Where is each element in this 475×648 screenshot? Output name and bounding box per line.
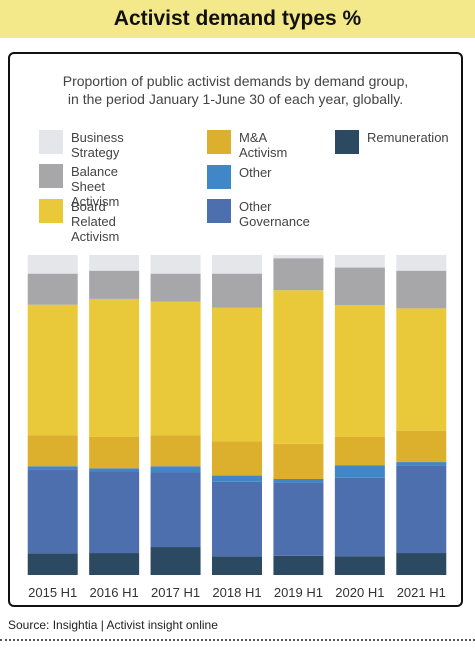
bar-segment-business-strategy-2021-h1 bbox=[396, 255, 447, 271]
bar-segment-business-strategy-2015-h1 bbox=[27, 255, 78, 274]
title-bar: Activist demand types % bbox=[0, 0, 475, 38]
bar-segment-other-2016-h1 bbox=[89, 468, 140, 472]
legend-item-other: Other bbox=[207, 165, 272, 189]
bar-segment-board-related-activism-2019-h1 bbox=[273, 290, 324, 444]
dotted-divider bbox=[0, 639, 475, 641]
bar-segment-business-strategy-2020-h1 bbox=[334, 255, 385, 268]
legend-swatch bbox=[207, 130, 231, 154]
bar-segment-business-strategy-2016-h1 bbox=[89, 255, 140, 271]
legend-item-remuneration: Remuneration bbox=[335, 130, 449, 154]
x-tick-label: 2015 H1 bbox=[28, 585, 77, 600]
bar-segment-remuneration-2019-h1 bbox=[273, 555, 324, 575]
bar-segment-balance-sheet-activism-2017-h1 bbox=[150, 273, 201, 302]
bar-segment-m-a-activism-2018-h1 bbox=[212, 441, 262, 476]
bar-segment-other-2018-h1 bbox=[212, 475, 262, 482]
bar-segment-other-governance-2020-h1 bbox=[334, 477, 385, 557]
legend-label: Activism bbox=[71, 194, 120, 209]
bar-segment-balance-sheet-activism-2021-h1 bbox=[396, 270, 447, 309]
bar-segment-board-related-activism-2016-h1 bbox=[89, 298, 140, 437]
bar-segment-business-strategy-2017-h1 bbox=[150, 255, 201, 274]
subtitle-line-1: Proportion of public activist demands by… bbox=[62, 73, 409, 89]
legend-item-other-governance: Other Governance bbox=[207, 199, 310, 229]
bar-segment-other-governance-2019-h1 bbox=[273, 482, 324, 556]
chart-subtitle: Proportion of public activist demands by… bbox=[10, 72, 461, 108]
legend-label: Other Governance bbox=[239, 199, 310, 229]
subtitle-line-2: in the period January 1-June 30 of each … bbox=[67, 91, 404, 107]
legend-swatch bbox=[207, 165, 231, 189]
x-tick-label: 2016 H1 bbox=[90, 585, 139, 600]
x-tick-label: 2018 H1 bbox=[212, 585, 261, 600]
chart-panel: Proportion of public activist demands by… bbox=[8, 52, 463, 607]
x-tick-label: 2021 H1 bbox=[397, 585, 446, 600]
bar-segment-other-governance-2021-h1 bbox=[396, 465, 447, 554]
bar-segment-other-2021-h1 bbox=[396, 462, 447, 466]
bar-segment-balance-sheet-activism-2020-h1 bbox=[334, 267, 385, 306]
legend-label: Remuneration bbox=[367, 130, 449, 145]
bar-segment-business-strategy-2019-h1 bbox=[273, 255, 324, 259]
bar-segment-board-related-activism-2015-h1 bbox=[27, 304, 78, 436]
bar-segment-m-a-activism-2016-h1 bbox=[89, 436, 140, 469]
x-tick-label: 2020 H1 bbox=[335, 585, 384, 600]
legend-swatch bbox=[207, 199, 231, 223]
bar-segment-m-a-activism-2021-h1 bbox=[396, 430, 447, 463]
bar-segment-m-a-activism-2015-h1 bbox=[27, 435, 78, 467]
bar-segment-m-a-activism-2020-h1 bbox=[334, 436, 385, 466]
bar-segment-remuneration-2021-h1 bbox=[396, 553, 447, 575]
bar-segment-balance-sheet-activism-2016-h1 bbox=[89, 270, 140, 299]
bar-segment-board-related-activism-2020-h1 bbox=[334, 305, 385, 437]
legend-item-balance-sheet-activism: Balance Sheet Activism bbox=[39, 164, 119, 209]
bar-segment-board-related-activism-2017-h1 bbox=[150, 301, 201, 436]
bar-segment-board-related-activism-2018-h1 bbox=[212, 307, 262, 442]
bar-segment-balance-sheet-activism-2018-h1 bbox=[212, 273, 262, 308]
x-tick-label: 2019 H1 bbox=[274, 585, 323, 600]
bar-segment-other-2020-h1 bbox=[334, 465, 385, 478]
legend-label: Balance Sheet bbox=[71, 164, 118, 194]
bar-segment-business-strategy-2018-h1 bbox=[212, 255, 262, 274]
legend-swatch bbox=[39, 164, 63, 188]
bar-segment-remuneration-2020-h1 bbox=[334, 556, 385, 575]
bar-segment-other-governance-2017-h1 bbox=[150, 472, 201, 548]
bar-segment-other-2017-h1 bbox=[150, 466, 201, 473]
bar-segment-other-governance-2015-h1 bbox=[27, 469, 78, 554]
bar-segment-remuneration-2015-h1 bbox=[27, 553, 78, 575]
bar-segment-other-governance-2016-h1 bbox=[89, 471, 140, 554]
bar-segment-balance-sheet-activism-2015-h1 bbox=[27, 273, 78, 305]
bar-segment-remuneration-2016-h1 bbox=[89, 553, 140, 575]
legend-item-business-strategy: Business Strategy bbox=[39, 130, 124, 160]
bar-segment-other-2019-h1 bbox=[273, 479, 324, 483]
legend-swatch bbox=[335, 130, 359, 154]
legend-swatch bbox=[39, 130, 63, 154]
legend-label: Other bbox=[239, 165, 272, 180]
legend-item-board-related-activism: Board Related Activism bbox=[39, 199, 119, 244]
legend-swatch bbox=[39, 199, 63, 223]
bar-segment-m-a-activism-2019-h1 bbox=[273, 443, 324, 479]
bar-segment-remuneration-2018-h1 bbox=[212, 556, 262, 575]
bar-segment-balance-sheet-activism-2019-h1 bbox=[273, 258, 324, 291]
chart-title: Activist demand types % bbox=[113, 7, 362, 30]
stacked-bar-chart: 2015 H1 2016 H1 2017 H1 2018 H1 2019 H1 2020 … bbox=[27, 255, 447, 600]
legend-label: Activism bbox=[71, 229, 120, 244]
legend-label: Board Related bbox=[71, 199, 116, 229]
legend-label: Business Strategy bbox=[71, 130, 124, 160]
legend-item-ma-activism: M&A Activism bbox=[207, 130, 287, 160]
legend-label: M&A Activism bbox=[239, 130, 288, 160]
bar-segment-remuneration-2017-h1 bbox=[150, 547, 201, 575]
x-tick-label: 2017 H1 bbox=[151, 585, 200, 600]
bar-segment-board-related-activism-2021-h1 bbox=[396, 308, 447, 431]
source-note: Source: Insightia | Activist insight onl… bbox=[8, 618, 218, 632]
bar-segment-m-a-activism-2017-h1 bbox=[150, 435, 201, 467]
bar-segment-other-2015-h1 bbox=[27, 466, 78, 470]
bar-segment-other-governance-2018-h1 bbox=[212, 481, 262, 557]
